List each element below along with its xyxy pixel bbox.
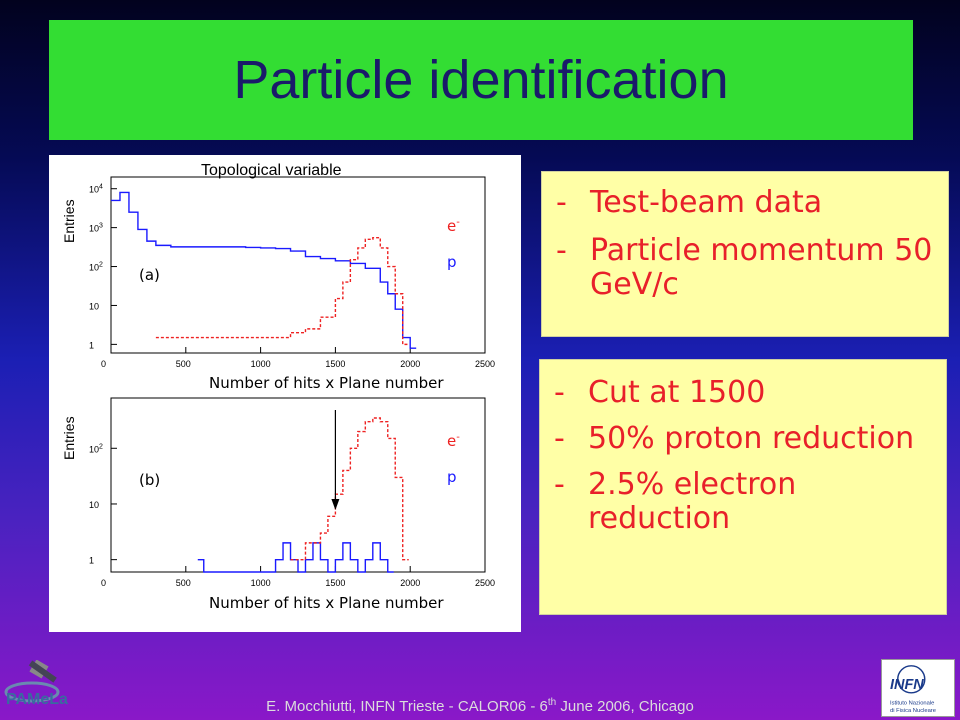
bullet-text: 50% proton reduction <box>588 421 915 456</box>
x-tick-label: 1000 <box>251 578 271 588</box>
figure-header: Topological variable <box>201 162 342 179</box>
cut-arrow <box>331 410 340 510</box>
svg-text:PAMeLa: PAMeLa <box>6 691 68 708</box>
y-tick-label: 10 <box>89 500 99 510</box>
arrow-head <box>331 499 340 510</box>
info-box-cut: - Cut at 1500 -50% proton reduction -2.5%… <box>539 359 947 615</box>
x-tick-label: 1500 <box>325 359 345 369</box>
x-tick-label: 1500 <box>325 578 345 588</box>
panel-b-ylabel: Entries <box>61 416 77 460</box>
panel-a-electron-series <box>155 237 409 346</box>
svg-text:Istituto Nazionale: Istituto Nazionale <box>890 700 934 706</box>
slide-title: Particle identification <box>233 50 729 110</box>
info-box-beam: - Test-beam data - Particle momentum 50 Ge… <box>541 171 949 337</box>
list-item: -2.5% electron reduction <box>554 468 936 536</box>
list-item: - Test-beam data <box>556 185 823 220</box>
x-tick-label: 0 <box>101 578 106 588</box>
x-tick-label: 2000 <box>400 359 420 369</box>
footer: E. Mocchiutti, INFN Trieste - CALOR06 - … <box>266 697 694 715</box>
panel-a-label: (a) <box>139 266 160 284</box>
y-tick-label: 1 <box>89 340 94 350</box>
x-tick-label: 500 <box>176 578 191 588</box>
x-tick-label: 2500 <box>475 359 495 369</box>
panel-b-proton-series <box>197 542 394 573</box>
list-item: - Cut at 1500 <box>554 375 766 410</box>
x-tick-label: 2000 <box>400 578 420 588</box>
panel-b-electron-series <box>290 417 409 561</box>
panel-a-legend-p: p <box>447 253 457 271</box>
x-tick-label: 500 <box>176 359 191 369</box>
panel-a-xticks: 0 500 1000 1500 2000 2500 <box>101 347 495 369</box>
bullet-text: Cut at 1500 <box>588 375 766 410</box>
x-tick-label: 1000 <box>251 359 271 369</box>
y-tick-label: 103 <box>89 223 103 234</box>
panel-a-proton-series <box>111 191 417 349</box>
panel-b-xticks: 0 500 1000 1500 2000 2500 <box>101 566 495 588</box>
bullet-text: 2.5% electron reduction <box>588 467 797 536</box>
figure-panel: Topological variable Entries Number of h… <box>49 155 521 632</box>
panel-b-label: (b) <box>139 471 160 489</box>
y-tick-label: 1 <box>89 556 94 566</box>
panel-b-xlabel: Number of hits x Plane number <box>209 594 444 612</box>
histogram-figure: Topological variable Entries Number of h… <box>61 162 495 612</box>
infn-logo: INFN Istituto Nazionale di Fisica Nuclea… <box>881 659 955 717</box>
y-tick-label: 104 <box>89 184 103 195</box>
panel-b-legend-p: p <box>447 468 457 486</box>
y-tick-label: 10 <box>89 301 99 311</box>
panel-b-frame <box>110 397 486 573</box>
panel-a-ylabel: Entries <box>61 199 77 243</box>
pamela-logo: PAMeLa <box>4 660 68 708</box>
title-bar: Particle identification <box>49 20 913 140</box>
list-item: - Particle momentum 50 GeV/c <box>556 234 938 302</box>
panel-b-legend-e: e- <box>447 432 460 450</box>
y-tick-label: 102 <box>89 262 103 273</box>
bullet-text: Test-beam data <box>590 185 823 220</box>
svg-text:INFN: INFN <box>890 677 924 693</box>
panel-b-yticks: 102 10 1 <box>89 443 117 566</box>
x-tick-label: 0 <box>101 359 106 369</box>
panel-a-xlabel: Number of hits x Plane number <box>209 374 444 392</box>
bullet-text: Particle momentum 50 GeV/c <box>590 233 933 302</box>
x-tick-label: 2500 <box>475 578 495 588</box>
y-tick-label: 102 <box>89 443 103 454</box>
panel-a-frame <box>110 176 486 354</box>
svg-text:di Fisica Nucleare: di Fisica Nucleare <box>890 708 936 714</box>
list-item: -50% proton reduction <box>554 421 915 456</box>
panel-a-legend-e: e- <box>447 217 460 235</box>
